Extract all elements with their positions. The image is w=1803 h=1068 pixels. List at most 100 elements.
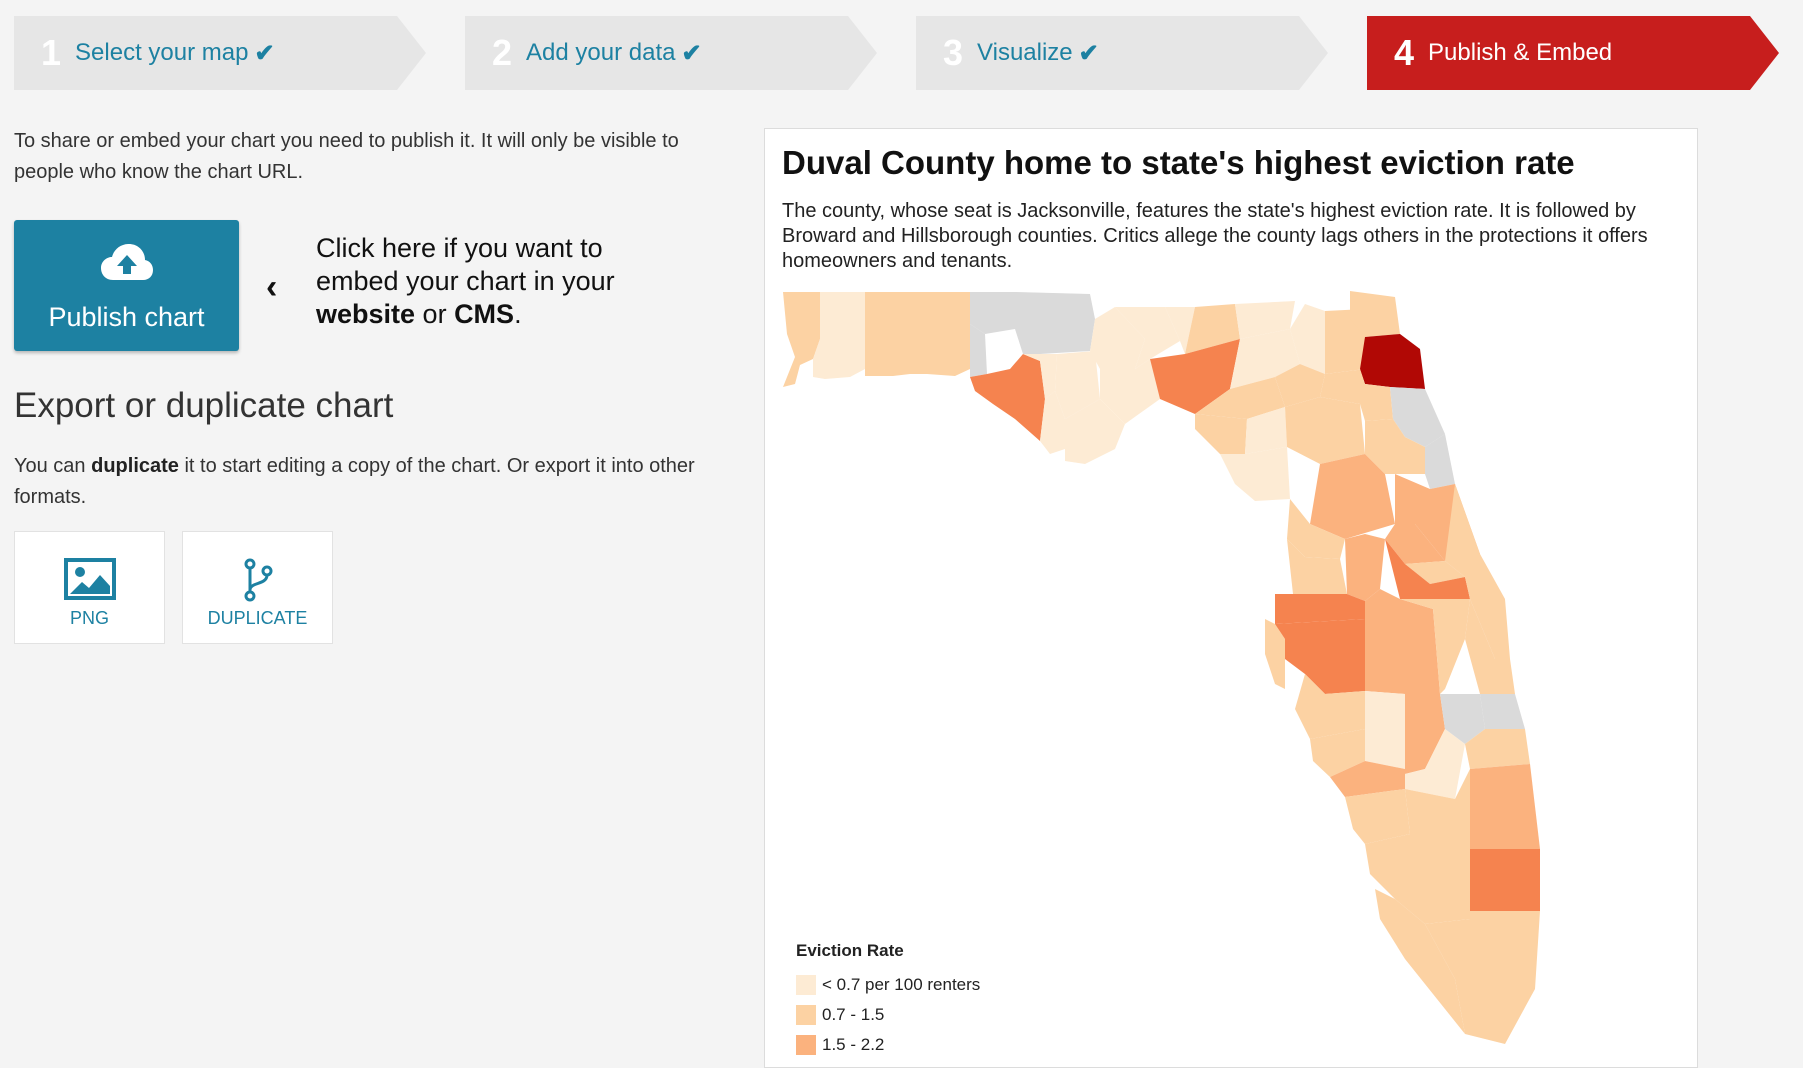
county-franklin	[1065, 399, 1125, 464]
county-hillsborough	[1275, 619, 1365, 694]
export-desc-text-end: it to start editing a copy of the chart.…	[14, 455, 695, 508]
county-seminole	[1405, 561, 1465, 584]
duplicate-label: DUPLICATE	[207, 608, 308, 628]
legend-title: Eviction Rate	[796, 941, 904, 960]
county-suwannee	[1230, 329, 1300, 389]
county-nassau	[1350, 291, 1400, 337]
county-miami-dade	[1425, 911, 1540, 1044]
county-broward	[1470, 849, 1540, 911]
publish-chart-label: Publish chart	[48, 302, 205, 332]
step-label: Visualize	[977, 39, 1073, 66]
step-number: 3	[943, 32, 964, 73]
hint-end: .	[514, 299, 522, 329]
county-pinellas	[1265, 619, 1285, 689]
county-leon	[1115, 307, 1180, 369]
county-okeechobee	[1440, 694, 1485, 744]
county-escambia	[783, 292, 820, 387]
county-santa-rosa	[813, 292, 865, 379]
step-publish-embed[interactable]: 4 Publish & Embed	[1367, 16, 1779, 90]
county-clay	[1360, 369, 1393, 421]
county-martin	[1465, 729, 1530, 769]
step-add-data[interactable]: 2 Add your data ✔	[465, 16, 877, 90]
county-madison	[1185, 304, 1240, 354]
legend-item: 0.7 - 1.5	[796, 1000, 980, 1030]
step-number: 1	[41, 32, 62, 73]
county-monroe	[1375, 889, 1465, 1034]
chart-title: Duval County home to state's highest evi…	[782, 144, 1575, 181]
hint-or: or	[415, 299, 455, 329]
cloud-upload-icon	[101, 244, 153, 280]
county-flagler	[1425, 434, 1455, 489]
county-pasco	[1275, 594, 1365, 624]
publish-chart-button[interactable]: Publish chart	[14, 220, 239, 351]
duplicate-button[interactable]: DUPLICATE	[182, 531, 333, 644]
county-sarasota	[1310, 729, 1365, 777]
county-lake	[1385, 524, 1445, 564]
county-glades	[1405, 729, 1465, 799]
chart-description: The county, whose seat is Jacksonville, …	[782, 200, 1648, 272]
county-alachua	[1285, 397, 1365, 464]
county-liberty	[1055, 351, 1100, 419]
county-desoto	[1365, 729, 1405, 769]
embed-hint: Click here if you want to embed your cha…	[316, 232, 656, 331]
export-desc-text: You can	[14, 455, 92, 477]
county-holmes	[970, 292, 1015, 334]
county-levy	[1220, 447, 1290, 501]
chevron-left-icon: ‹	[266, 268, 278, 306]
county-wakulla	[1100, 359, 1160, 424]
image-icon	[63, 558, 116, 600]
county-lee	[1345, 789, 1410, 844]
county-dixie	[1195, 414, 1247, 454]
legend-label: 0.7 - 1.5	[822, 1005, 885, 1024]
hint-text: Click here if you want to embed your cha…	[316, 233, 615, 296]
county-hardee	[1365, 691, 1405, 729]
county-brevard	[1445, 484, 1510, 659]
step-number: 4	[1394, 32, 1415, 73]
legend-swatch	[796, 975, 816, 995]
export-png-button[interactable]: PNG	[14, 531, 165, 644]
county-indian-river	[1465, 599, 1515, 694]
checkmark-icon: ✔	[254, 39, 275, 67]
legend-item: 1.5 - 2.2	[796, 1030, 980, 1060]
county-charlotte	[1330, 761, 1405, 797]
county-polk	[1365, 589, 1440, 694]
county-citrus	[1287, 499, 1345, 559]
county-hendry	[1405, 769, 1470, 834]
checkmark-icon: ✔	[681, 39, 702, 67]
county-putnam	[1365, 419, 1425, 474]
step-visualize[interactable]: 3 Visualize ✔	[916, 16, 1328, 90]
county-duval	[1360, 334, 1425, 389]
step-select-map[interactable]: 1 Select your map ✔	[14, 16, 426, 90]
county-union	[1275, 364, 1325, 407]
county-washington	[970, 324, 987, 377]
county-hamilton	[1235, 301, 1295, 339]
county-lafayette	[1195, 377, 1285, 419]
county-baker	[1325, 309, 1365, 374]
county-bradford	[1320, 369, 1365, 404]
county-calhoun	[1023, 354, 1057, 399]
checkmark-icon: ✔	[1078, 39, 1099, 67]
county-gadsden	[1090, 307, 1145, 369]
county-st-lucie	[1480, 694, 1525, 729]
publish-intro-text: To share or embed your chart you need to…	[14, 130, 679, 183]
export-heading: Export or duplicate chart	[14, 386, 394, 425]
county-sumter	[1345, 534, 1385, 601]
county-hernando	[1287, 539, 1347, 594]
legend-swatch	[796, 1035, 816, 1055]
florida-county-map	[783, 291, 1540, 1044]
county-orange	[1385, 539, 1470, 599]
county-jackson	[1015, 292, 1095, 354]
hint-cms: CMS	[454, 299, 515, 329]
county-walton	[910, 292, 970, 376]
hint-website: website	[316, 299, 416, 329]
county-osceola	[1400, 599, 1470, 694]
legend-swatch	[796, 1005, 816, 1025]
step-label: Select your map	[75, 39, 249, 66]
county-gulf	[1040, 391, 1065, 454]
county-taylor	[1150, 339, 1240, 414]
legend-label: < 0.7 per 100 renters	[822, 975, 981, 994]
county-collier	[1365, 834, 1470, 924]
county-bay	[970, 354, 1045, 441]
county-columbia	[1290, 304, 1325, 374]
county-okaloosa	[865, 292, 910, 376]
